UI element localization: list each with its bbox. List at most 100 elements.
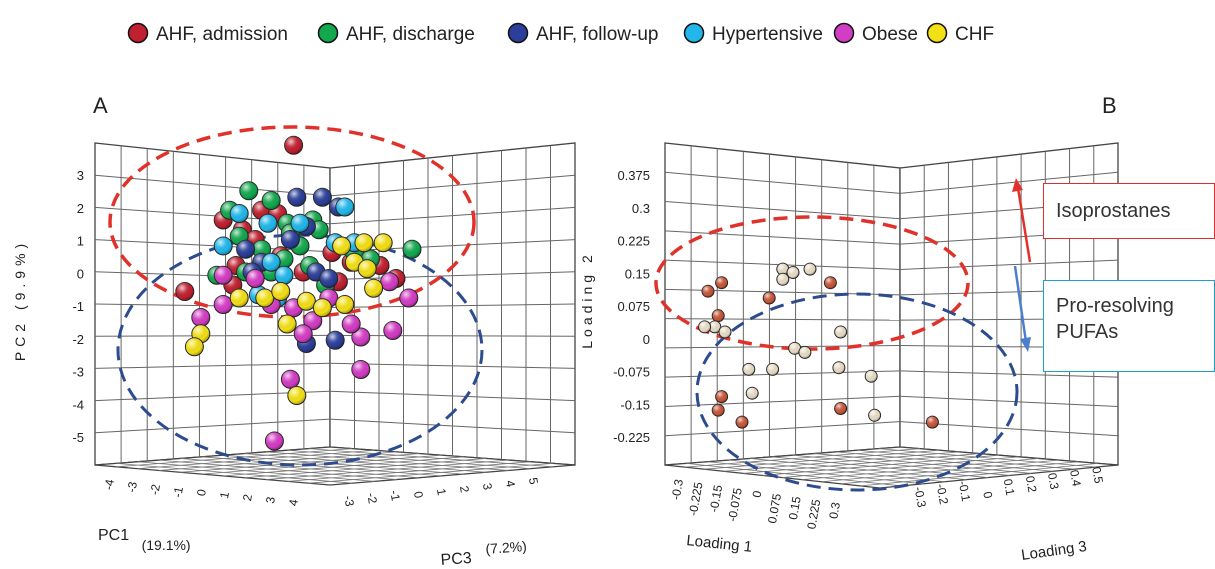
data-point (287, 187, 307, 207)
z-tick-label: -0.2 (934, 483, 951, 506)
data-point (271, 282, 291, 301)
x-tick-label: 0.075 (765, 492, 784, 524)
panel-b-z-axis-label: Loading 3 (1020, 538, 1088, 564)
panel-a-points (175, 135, 422, 451)
data-point (175, 282, 195, 301)
pufas-arrow (1013, 265, 1028, 343)
data-point (261, 252, 281, 272)
data-point (762, 291, 776, 305)
panel-b-y-axis-label: Loading 2 (579, 251, 595, 349)
data-point (293, 324, 313, 344)
z-tick-label: 2 (457, 485, 472, 494)
data-point (803, 262, 817, 276)
data-point (354, 233, 374, 253)
z-tick-label: -2 (364, 492, 380, 505)
legend-label: Obese (862, 24, 918, 45)
panel-b-y-ticks: 0.375 0.3 0.225 0.15 0.075 0 -0.075 -0.15 -0.225 (613, 168, 650, 445)
data-point (264, 431, 284, 451)
data-point (229, 204, 249, 223)
y-tick-label: -0.075 (613, 365, 650, 380)
data-point (357, 259, 377, 279)
panel-a-x-axis-pct: (19.1%) (142, 537, 191, 553)
legend-label: AHF, discharge (346, 24, 475, 45)
y-tick-label: -1 (72, 299, 84, 314)
panel-label-a: A (93, 93, 108, 118)
legend-label: AHF, follow-up (536, 24, 659, 45)
data-point (715, 276, 729, 290)
x-tick-label: 0 (750, 489, 765, 498)
z-tick-label: 3 (480, 482, 495, 491)
data-point (290, 213, 310, 233)
data-point (184, 337, 204, 357)
data-point (711, 309, 725, 323)
panel-a-x-ticks: -4 -3 -2 -1 0 1 2 3 4 (101, 478, 301, 507)
data-point (864, 369, 878, 383)
z-tick-label: -1 (387, 489, 403, 502)
y-tick-label: 2 (77, 201, 84, 216)
z-tick-label: 5 (526, 477, 541, 486)
x-tick-label: 0 (194, 488, 209, 497)
y-tick-label: 0.075 (617, 299, 650, 314)
data-point (823, 276, 837, 290)
z-tick-label: 1 (434, 488, 449, 497)
z-tick-label: -0.1 (956, 480, 973, 503)
data-point (258, 213, 278, 233)
x-tick-label: -0.3 (669, 478, 686, 501)
panel-b-z-ticks: -0.3 -0.2 -0.1 0 0.1 0.2 0.3 0.4 0.5 (911, 466, 1105, 509)
legend-marker (127, 22, 149, 44)
data-point (735, 415, 749, 429)
data-point (213, 295, 233, 314)
data-point (261, 191, 281, 210)
data-point (786, 266, 800, 279)
data-point (280, 230, 300, 249)
y-tick-label: -2 (72, 332, 84, 347)
data-point (335, 197, 355, 217)
x-tick-label: 0.15 (786, 495, 804, 521)
x-tick-label: -1 (170, 485, 186, 498)
data-point (380, 272, 400, 292)
y-tick-label: -5 (72, 430, 84, 445)
data-point (834, 325, 848, 339)
pufas-ellipse (695, 292, 1019, 492)
data-point (832, 361, 846, 375)
legend-marker (317, 22, 339, 44)
panel-a-z-axis-name: PC3 (440, 550, 472, 569)
pufas-callout-label: Pro-resolving PUFAs (1056, 295, 1174, 343)
y-tick-label: -3 (72, 365, 84, 380)
non-ahf-group-ellipse (116, 233, 484, 467)
pufas-callout: Pro-resolving PUFAs (1043, 280, 1215, 372)
panel-b-plot: 0.3750.30.2250.150.0750-0.075-0.15-0.225… (579, 142, 1119, 564)
legend-label: CHF (955, 24, 994, 45)
legend: AHF, admission AHF, discharge AHF, follow-… (127, 22, 994, 45)
data-point (325, 330, 345, 350)
panel-a-z-ticks: -3 -2 -1 0 1 2 3 4 5 (341, 477, 541, 508)
data-point (191, 308, 211, 327)
data-point (287, 386, 307, 405)
legend-marker (683, 22, 705, 44)
data-point (383, 321, 403, 340)
data-point (766, 362, 780, 376)
legend-marker (833, 22, 855, 44)
isoprostanes-callout-label: Isoprostanes (1056, 200, 1171, 222)
z-tick-label: -0.3 (911, 486, 928, 509)
data-point (277, 314, 297, 334)
data-point (284, 135, 304, 155)
z-tick-label: -3 (341, 495, 357, 508)
x-tick-label: 0.3 (826, 501, 843, 520)
panel-a-x-axis-name: PC1 (98, 527, 129, 544)
panel-b-x-axis-label: Loading 1 (686, 532, 753, 556)
data-point (229, 288, 249, 308)
data-point (399, 288, 419, 308)
panel-a-z-axis-label: PC3 (7.2%) (440, 538, 528, 569)
data-point (351, 360, 371, 379)
z-tick-label: 0 (411, 490, 426, 499)
data-point (742, 362, 756, 376)
data-point (213, 265, 233, 285)
data-point (708, 320, 722, 334)
data-point (245, 269, 265, 288)
x-tick-label: -3 (124, 480, 140, 493)
pufas-arrow-head (1020, 337, 1031, 352)
data-point (776, 262, 790, 276)
data-point (745, 386, 759, 400)
